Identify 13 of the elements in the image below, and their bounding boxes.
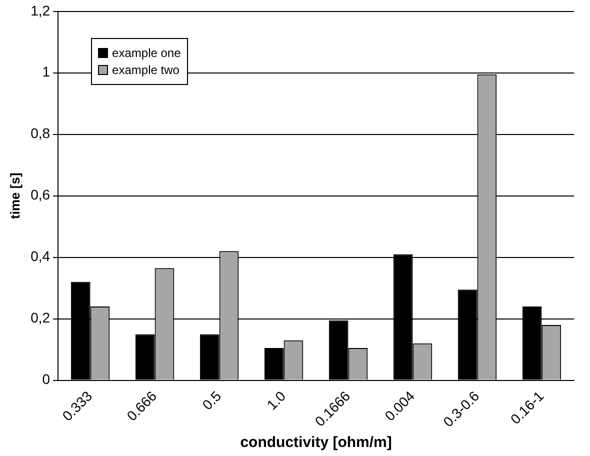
- y-tick-label: 0,2: [30, 310, 50, 326]
- x-tick-label: 0.5: [199, 388, 224, 413]
- y-tick-label: 0,6: [30, 186, 50, 203]
- x-axis-title: conductivity [ohm/m]: [240, 434, 392, 452]
- y-tick-label: 0,4: [30, 248, 50, 264]
- y-axis-title: time [s]: [7, 172, 22, 219]
- y-tick-label: 1,2: [30, 2, 50, 18]
- y-tick-label: 0: [42, 371, 50, 388]
- y-tick-label: 0,8: [30, 125, 50, 142]
- y-tick-label: 1: [42, 64, 50, 80]
- legend-label: example two: [112, 63, 180, 78]
- x-tick-label: 1.0: [264, 388, 289, 413]
- legend-label: example one: [112, 46, 181, 60]
